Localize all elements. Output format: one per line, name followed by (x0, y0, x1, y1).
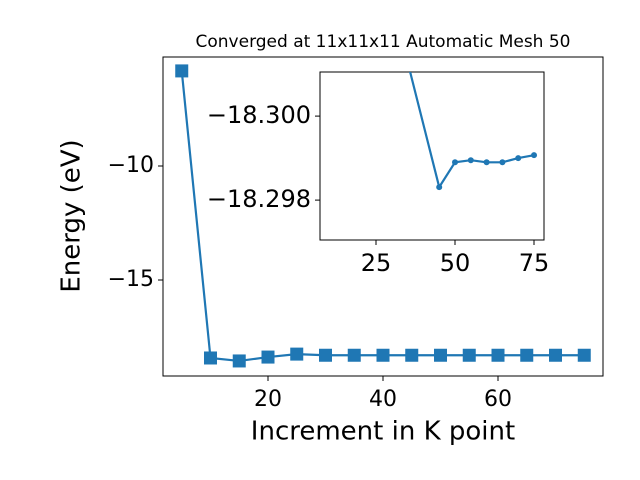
marker (261, 350, 275, 364)
marker (491, 348, 505, 362)
marker (515, 155, 522, 162)
x-tick-label: 50 (440, 249, 471, 277)
marker (520, 348, 534, 362)
marker (436, 184, 443, 191)
series-group (175, 64, 591, 368)
x-tick-label: 25 (361, 249, 392, 277)
marker (175, 64, 189, 78)
marker (405, 348, 419, 362)
series-group (409, 72, 538, 191)
x-axis-label: Increment in K point (251, 417, 515, 447)
marker (434, 348, 448, 362)
marker (549, 348, 563, 362)
chart-title: Converged at 11x11x11 Automatic Mesh 50 (196, 32, 571, 52)
marker (499, 159, 506, 166)
marker (452, 159, 459, 166)
marker (462, 348, 476, 362)
marker (203, 351, 217, 365)
x-tick-label: 20 (254, 387, 282, 412)
marker (318, 348, 332, 362)
marker (347, 348, 361, 362)
marker (577, 348, 591, 362)
y-tick-label: −15 (108, 267, 154, 292)
x-tick-label: 40 (369, 387, 397, 412)
marker (483, 159, 490, 166)
marker (290, 347, 304, 361)
marker (232, 354, 246, 368)
y-axis-label: Energy (eV) (57, 139, 87, 292)
y-tick-label: −18.300 (207, 101, 311, 129)
marker (376, 348, 390, 362)
marker (467, 157, 474, 164)
x-tick-label: 75 (519, 249, 550, 277)
y-tick-label: −10 (108, 153, 154, 178)
y-tick-label: −18.298 (207, 185, 311, 213)
x-tick-label: 60 (484, 387, 512, 412)
marker (531, 152, 538, 159)
